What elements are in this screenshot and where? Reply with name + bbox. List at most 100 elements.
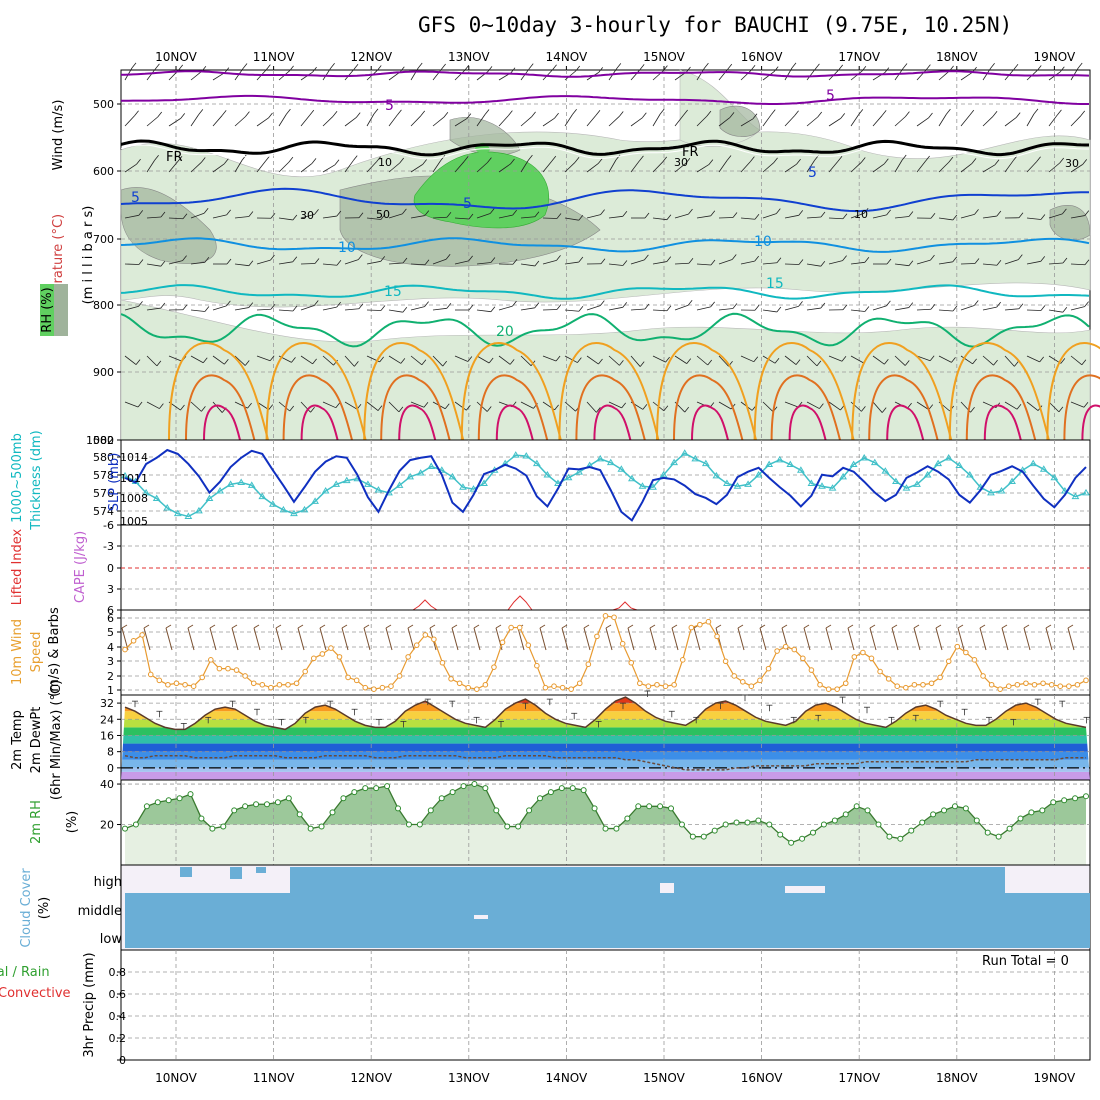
wind-barb	[938, 355, 952, 363]
wind-speed-point	[679, 657, 686, 663]
wind-barb	[410, 115, 422, 127]
wind-speed-point	[920, 681, 926, 688]
wind-barb	[806, 307, 821, 311]
thickness-point	[406, 472, 415, 480]
tick-label: 600	[93, 165, 114, 178]
li-yaxis: -6 -3 0 3 6	[103, 519, 121, 617]
rh-shade	[120, 299, 1091, 441]
wind-barb-flag	[202, 357, 208, 364]
wind-barb	[542, 259, 557, 265]
wind-barb	[146, 216, 161, 219]
date-label: 14NOV	[546, 1071, 588, 1085]
surface-barb	[803, 627, 811, 651]
wind-barb	[300, 213, 315, 219]
boundary-layer-contour	[673, 374, 744, 441]
wind-barb-flag	[226, 209, 231, 216]
wind-barb-flag	[417, 62, 423, 69]
wind-speed-point	[336, 654, 343, 660]
rh-point	[766, 821, 773, 828]
wind-barb-flag	[639, 64, 645, 70]
surface-barb-flag	[165, 624, 172, 629]
wind-barb	[652, 161, 664, 173]
thickness-point	[913, 480, 921, 487]
boundary-layer-contour	[363, 342, 465, 441]
wind-barb	[608, 401, 622, 409]
wind-speed-point	[903, 684, 909, 691]
date-label: 15NOV	[643, 1071, 685, 1085]
wind-barb-flag	[1018, 212, 1024, 219]
wind-barb-flag	[336, 301, 342, 308]
surface-barb-flag	[583, 624, 590, 629]
wind-speed-point	[199, 674, 206, 681]
wind-barb	[454, 355, 469, 362]
wind-barb-flag	[864, 306, 870, 312]
surface-barb-flag	[275, 624, 282, 629]
wind-barb-flag	[726, 155, 732, 161]
wind-barb	[674, 162, 687, 173]
wind-speed-point	[165, 681, 171, 688]
wind-barb	[256, 117, 269, 127]
wind-barb	[410, 263, 426, 266]
wind-barb-flag	[376, 156, 381, 163]
wind-barb	[212, 163, 225, 173]
surface-barb-flag	[649, 624, 656, 629]
thickness-point	[860, 453, 869, 461]
surface-barb	[187, 627, 195, 651]
wind-barb	[410, 401, 425, 408]
wind-barb-flag	[182, 304, 188, 311]
thickness-point	[268, 500, 277, 507]
surface-barb-flag	[429, 624, 436, 629]
rh-point	[526, 807, 533, 814]
boundary-layer-contour	[398, 404, 437, 441]
wind-barb	[696, 263, 711, 266]
wind-barb-flag	[159, 403, 164, 409]
wind-barb	[344, 117, 357, 127]
wind-barb-flag	[662, 156, 668, 163]
rh-point	[689, 833, 696, 840]
wind-barb-flag	[286, 108, 291, 115]
wind-barb	[1070, 115, 1082, 127]
thickness-point	[649, 483, 657, 490]
wind-speed-point	[1014, 681, 1021, 688]
tick-label: 0	[107, 562, 114, 575]
wind-barb-flag	[770, 109, 776, 115]
wind-barb	[894, 263, 909, 267]
wind-barb-flag	[160, 260, 166, 267]
wind-barb	[718, 160, 728, 173]
ylabel-precip-b: Convective	[0, 986, 71, 1001]
rh-point	[231, 807, 238, 814]
wind-barb-flag	[598, 67, 604, 73]
thickness-point	[364, 480, 372, 487]
wind-speed-point	[722, 658, 729, 665]
wind-barb-flag	[639, 361, 645, 367]
surface-barb-flag	[1023, 624, 1030, 629]
wind-barb-flag	[687, 299, 693, 306]
surface-barb	[385, 627, 393, 651]
wind-barb	[498, 115, 509, 127]
wind-barb	[1070, 263, 1086, 266]
wind-barb-flag	[990, 63, 995, 69]
boundary-layer-contour	[593, 404, 632, 441]
wind-barb-flag	[157, 111, 163, 118]
wind-barb	[630, 308, 645, 311]
wind-barb-flag	[639, 155, 644, 162]
wind-barb-flag	[773, 157, 778, 164]
wind-barb	[322, 401, 336, 409]
thickness-point	[374, 486, 383, 493]
rh-point	[154, 799, 161, 806]
wind-barb	[256, 355, 271, 362]
surface-barb	[539, 627, 547, 651]
wind-barb	[916, 308, 932, 311]
tick-label: 3	[107, 583, 114, 596]
wind-barb-flag	[424, 210, 430, 216]
wind-barb-flag	[248, 302, 254, 308]
temp-band	[121, 735, 1090, 744]
wind-barb	[322, 68, 331, 81]
wind-barb	[982, 164, 996, 173]
wind-barb	[542, 160, 553, 173]
wind-barb	[806, 116, 818, 127]
date-label: 13NOV	[448, 50, 490, 64]
wind-barb	[630, 160, 640, 173]
rh-point	[1061, 797, 1068, 804]
wind-barb-flag	[466, 113, 472, 119]
